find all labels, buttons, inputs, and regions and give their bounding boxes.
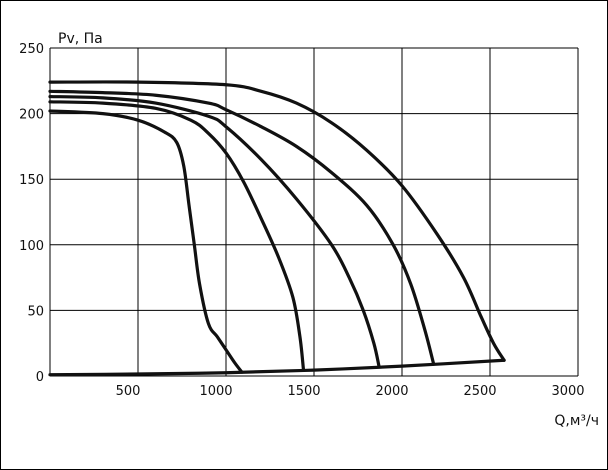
fan-curve-line	[48, 94, 381, 369]
y-tick-label: 50	[27, 304, 44, 319]
x-tick-label: 500	[116, 384, 141, 399]
y-tick-label: 0	[36, 370, 44, 385]
fan-curve-line	[48, 89, 436, 366]
x-tick-label: 3000	[551, 384, 584, 399]
x-tick-label: 1500	[287, 384, 320, 399]
fan-curve-line	[48, 100, 306, 372]
system-curve-line	[48, 358, 506, 377]
y-tick-label: 200	[19, 108, 44, 123]
y-tick-label: 150	[19, 173, 44, 188]
fan-curve-line	[48, 80, 506, 362]
y-tick-label: 100	[19, 239, 44, 254]
tick-layer: 0 50 100 150 200 250 500 1000 1500 2000 2500 3000	[19, 42, 584, 399]
x-tick-label: 2500	[463, 384, 496, 399]
x-axis-label: Q,м³/ч	[554, 413, 599, 429]
y-tick-label: 250	[19, 42, 44, 57]
y-axis-label: Pv, Па	[58, 31, 103, 47]
series-layer	[48, 80, 506, 377]
x-tick-label: 2000	[375, 384, 408, 399]
fan-curve-line	[48, 109, 244, 374]
x-tick-label: 1000	[199, 384, 232, 399]
